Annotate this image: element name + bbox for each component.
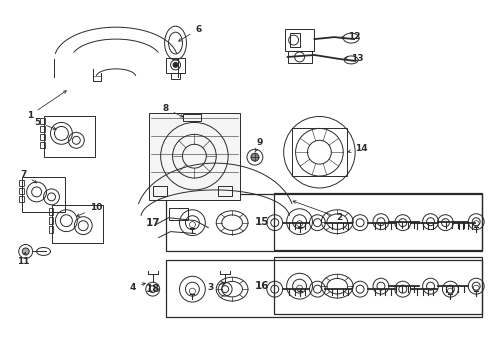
Text: 12: 12	[340, 32, 360, 41]
Text: 16: 16	[255, 281, 269, 291]
Bar	[165, 194, 481, 251]
Text: 3: 3	[207, 283, 224, 292]
Text: 14: 14	[347, 144, 366, 153]
Bar	[19, 196, 24, 202]
Bar	[152, 186, 166, 196]
Bar	[284, 29, 314, 51]
Bar	[43, 116, 95, 157]
Text: 9: 9	[254, 138, 263, 152]
Bar	[48, 217, 53, 224]
Circle shape	[250, 153, 258, 161]
Text: 2: 2	[292, 201, 342, 222]
Text: 8: 8	[162, 104, 183, 117]
Bar	[291, 129, 346, 176]
Bar	[40, 134, 44, 140]
Bar	[148, 113, 240, 200]
Text: 5: 5	[35, 118, 56, 130]
Circle shape	[173, 62, 178, 67]
Bar	[273, 193, 481, 251]
Bar	[40, 118, 44, 125]
Bar	[165, 58, 185, 73]
Text: 18: 18	[146, 284, 161, 294]
Bar	[51, 205, 103, 243]
Bar	[218, 186, 232, 196]
Bar	[19, 188, 24, 194]
Bar	[19, 180, 24, 186]
Text: 7: 7	[20, 170, 37, 183]
Bar	[48, 226, 53, 233]
Text: 4: 4	[129, 283, 145, 292]
Text: 1: 1	[26, 91, 66, 120]
Text: 10: 10	[77, 203, 102, 216]
Bar	[165, 260, 481, 317]
Text: 13: 13	[344, 54, 363, 63]
Text: 15: 15	[255, 217, 269, 227]
Bar	[273, 257, 481, 314]
Bar	[287, 51, 312, 63]
Text: 11: 11	[18, 252, 30, 266]
Bar	[289, 33, 299, 47]
Circle shape	[22, 248, 29, 255]
Bar	[168, 208, 188, 220]
Text: 6: 6	[178, 25, 201, 41]
Bar	[21, 177, 65, 212]
Bar	[40, 126, 44, 132]
Bar	[170, 73, 180, 79]
Bar	[40, 142, 44, 148]
Bar	[183, 113, 201, 121]
Bar	[48, 208, 53, 215]
Text: 17: 17	[146, 218, 161, 228]
